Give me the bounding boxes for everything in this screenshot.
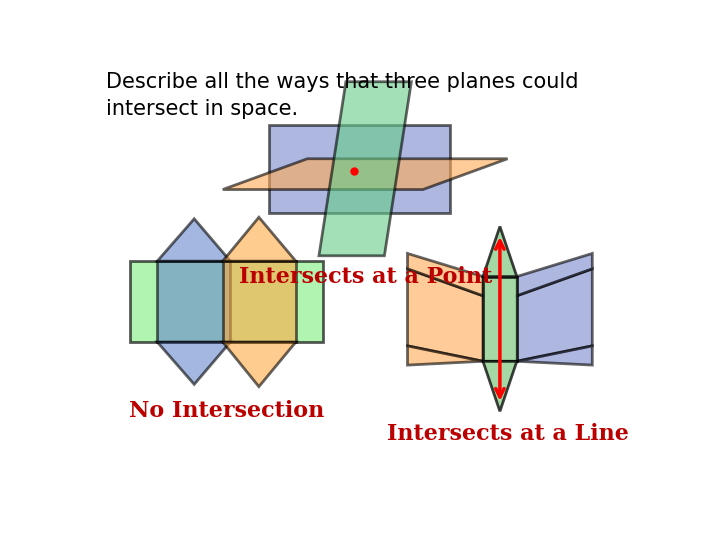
Polygon shape — [222, 261, 296, 342]
Polygon shape — [408, 253, 483, 296]
Polygon shape — [157, 219, 230, 261]
Text: Intersects at a Point: Intersects at a Point — [238, 266, 492, 287]
Text: Intersects at a Line: Intersects at a Line — [387, 423, 629, 446]
Polygon shape — [157, 342, 230, 384]
Polygon shape — [483, 226, 517, 276]
Polygon shape — [517, 253, 593, 296]
Text: No Intersection: No Intersection — [129, 400, 324, 422]
Polygon shape — [408, 346, 483, 365]
Polygon shape — [483, 361, 517, 411]
Polygon shape — [483, 276, 517, 361]
Polygon shape — [517, 269, 593, 361]
Polygon shape — [157, 261, 230, 342]
Polygon shape — [269, 125, 450, 213]
Polygon shape — [319, 82, 411, 256]
Polygon shape — [222, 159, 508, 190]
Polygon shape — [222, 342, 296, 387]
Text: Describe all the ways that three planes could
intersect in space.: Describe all the ways that three planes … — [106, 72, 578, 119]
Polygon shape — [517, 346, 593, 365]
Polygon shape — [130, 261, 323, 342]
Polygon shape — [222, 217, 296, 261]
Polygon shape — [408, 269, 483, 361]
